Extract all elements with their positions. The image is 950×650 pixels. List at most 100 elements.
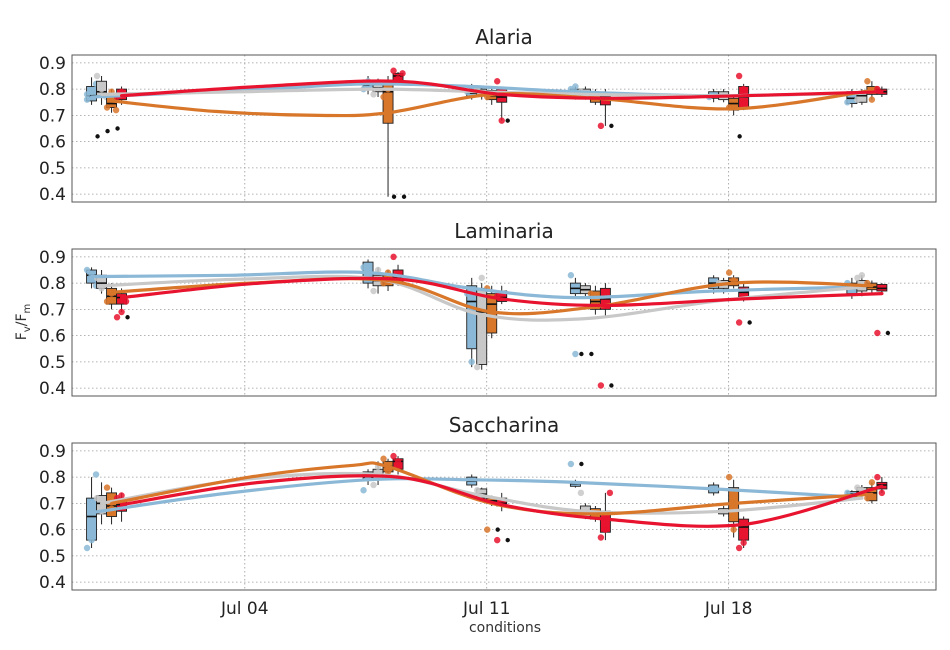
outlier-point bbox=[125, 315, 130, 320]
data-point bbox=[577, 489, 585, 497]
data-point bbox=[112, 106, 120, 114]
y-tick-label: 0.4 bbox=[39, 185, 66, 205]
plot-frame bbox=[71, 248, 937, 397]
y-tick-label: 0.9 bbox=[39, 248, 66, 268]
plot-area bbox=[72, 249, 936, 396]
y-tick-label: 0.8 bbox=[39, 274, 66, 294]
panels-group: 0.4 0.5 0.6 0.7 0.8 0.9 Alaria 0.4 0.5 0.6 0.7 0.8 0… bbox=[39, 25, 937, 619]
outlier-point bbox=[505, 537, 510, 543]
data-point bbox=[572, 83, 579, 90]
data-point bbox=[83, 96, 91, 103]
data-point bbox=[587, 290, 595, 297]
plot-frame bbox=[71, 54, 937, 203]
data-point bbox=[868, 96, 876, 103]
data-point bbox=[864, 78, 871, 85]
y-tick-label: 0.9 bbox=[39, 54, 66, 74]
outlier-point bbox=[95, 134, 100, 139]
data-point bbox=[567, 460, 575, 468]
data-point bbox=[390, 452, 397, 460]
y-tick-label: 0.6 bbox=[39, 133, 66, 153]
data-point bbox=[370, 91, 377, 98]
data-point bbox=[474, 487, 481, 494]
y-tick-label: 0.6 bbox=[39, 327, 66, 347]
panel-saccharina: 0.4 0.5 0.6 0.7 0.8 0.9 Jul 04 Jul 11 Jul 18 Sacc… bbox=[39, 413, 937, 619]
outlier-point bbox=[391, 194, 397, 199]
data-point bbox=[103, 484, 111, 491]
data-point bbox=[868, 479, 876, 486]
outlier-point bbox=[579, 351, 584, 357]
data-point bbox=[374, 266, 382, 274]
data-point bbox=[567, 272, 575, 279]
outlier-point bbox=[885, 330, 891, 336]
data-point bbox=[597, 534, 605, 541]
y-tick-label: 0.5 bbox=[39, 353, 66, 373]
outlier-point bbox=[105, 128, 110, 134]
data-point bbox=[394, 458, 402, 465]
series-4-line bbox=[120, 79, 884, 100]
panel-title: Alaria bbox=[475, 25, 533, 49]
outlier-point bbox=[495, 527, 500, 532]
data-point bbox=[597, 382, 605, 389]
data-point bbox=[370, 287, 377, 295]
y-tick-label: 0.5 bbox=[39, 159, 66, 179]
data-point bbox=[740, 539, 747, 546]
outlier-point bbox=[747, 320, 752, 325]
data-point bbox=[103, 104, 111, 111]
y-tick-label: 0.7 bbox=[39, 300, 66, 320]
plot-frame bbox=[71, 442, 937, 591]
box bbox=[476, 287, 488, 365]
series-1-line bbox=[90, 477, 854, 515]
outlier-point bbox=[737, 134, 742, 139]
data-point bbox=[360, 487, 367, 494]
data-point bbox=[597, 122, 605, 130]
y-tick-label: 0.7 bbox=[39, 494, 66, 514]
data-point bbox=[864, 494, 871, 502]
data-point bbox=[390, 67, 397, 74]
data-point bbox=[118, 492, 125, 499]
data-point bbox=[572, 350, 579, 358]
data-point bbox=[360, 264, 367, 271]
y-tick-label: 0.4 bbox=[39, 573, 66, 593]
data-point bbox=[98, 85, 105, 93]
data-point bbox=[484, 526, 491, 533]
data-point bbox=[83, 91, 91, 98]
data-point bbox=[730, 526, 737, 533]
panel-alaria: 0.4 0.5 0.6 0.7 0.8 0.9 Alaria bbox=[39, 25, 937, 205]
x-axis-label: conditions bbox=[469, 620, 541, 636]
y-tick-label: 0.6 bbox=[39, 521, 66, 541]
y-axis-label: Fv/Fm bbox=[14, 304, 33, 341]
outlier-point bbox=[609, 123, 614, 129]
y-axis-label-slash: /F bbox=[14, 313, 30, 326]
panel-title: Laminaria bbox=[454, 219, 553, 243]
y-tick-label: 0.8 bbox=[39, 468, 66, 488]
outlier-point bbox=[115, 126, 120, 131]
data-point bbox=[478, 274, 485, 282]
data-point bbox=[878, 489, 886, 497]
data-point bbox=[844, 99, 851, 106]
data-point bbox=[390, 253, 397, 261]
x-tick-label: Jul 18 bbox=[704, 599, 753, 619]
x-tick-label: Jul 04 bbox=[220, 599, 269, 619]
data-point bbox=[725, 269, 733, 276]
data-point bbox=[88, 536, 95, 544]
y-tick-label: 0.4 bbox=[39, 379, 66, 399]
box bbox=[738, 518, 750, 541]
data-point bbox=[83, 544, 91, 552]
data-point bbox=[83, 266, 91, 274]
data-point bbox=[93, 494, 101, 502]
series-3-line bbox=[110, 88, 874, 118]
data-point bbox=[384, 468, 392, 476]
outlier-point bbox=[609, 383, 614, 388]
data-point bbox=[122, 298, 130, 305]
data-point bbox=[468, 358, 475, 366]
data-point bbox=[494, 536, 501, 544]
data-point bbox=[92, 471, 100, 478]
y-tick-label: 0.5 bbox=[39, 547, 66, 567]
y-axis-label-main: F bbox=[14, 332, 30, 340]
y-tick-label: 0.8 bbox=[39, 80, 66, 100]
data-point bbox=[725, 473, 733, 481]
data-point bbox=[118, 308, 125, 316]
data-point bbox=[735, 544, 743, 552]
data-point bbox=[606, 489, 614, 497]
series-4-line bbox=[120, 474, 884, 528]
